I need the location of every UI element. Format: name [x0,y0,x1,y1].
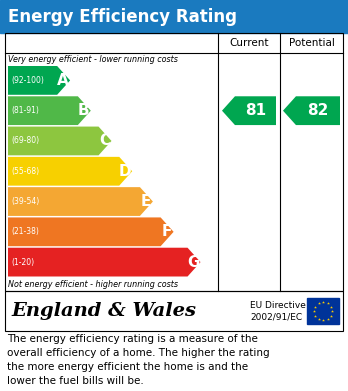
Polygon shape [8,187,153,216]
Polygon shape [8,127,111,155]
Bar [5,33,343,291]
Text: (69-80): (69-80) [11,136,39,145]
Text: (92-100): (92-100) [11,76,44,85]
Bar [0,0,348,33]
Text: (21-38): (21-38) [11,227,39,236]
Polygon shape [8,66,70,95]
Text: G: G [187,255,200,270]
Text: D: D [119,164,132,179]
Polygon shape [283,96,340,125]
Bar [5,291,343,331]
Text: Current: Current [229,38,269,48]
Text: The energy efficiency rating is a measure of the
overall efficiency of a home. T: The energy efficiency rating is a measur… [7,334,270,386]
Polygon shape [8,248,200,276]
Text: Not energy efficient - higher running costs: Not energy efficient - higher running co… [8,280,178,289]
Text: B: B [78,103,89,118]
Text: C: C [99,133,110,149]
Text: Potential: Potential [288,38,334,48]
Text: (55-68): (55-68) [11,167,39,176]
Text: E: E [141,194,151,209]
Polygon shape [8,96,91,125]
Text: A: A [57,73,69,88]
Text: (1-20): (1-20) [11,258,34,267]
Text: England & Wales: England & Wales [11,302,196,320]
Text: (39-54): (39-54) [11,197,39,206]
Text: 81: 81 [245,103,266,118]
Text: EU Directive
2002/91/EC: EU Directive 2002/91/EC [250,301,306,321]
Polygon shape [8,157,132,186]
Polygon shape [222,96,276,125]
Text: F: F [161,224,172,239]
Text: (81-91): (81-91) [11,106,39,115]
Text: Energy Efficiency Rating: Energy Efficiency Rating [8,7,237,25]
Bar [307,298,339,324]
Polygon shape [8,217,174,246]
Text: 82: 82 [307,103,329,118]
Text: Very energy efficient - lower running costs: Very energy efficient - lower running co… [8,55,178,64]
